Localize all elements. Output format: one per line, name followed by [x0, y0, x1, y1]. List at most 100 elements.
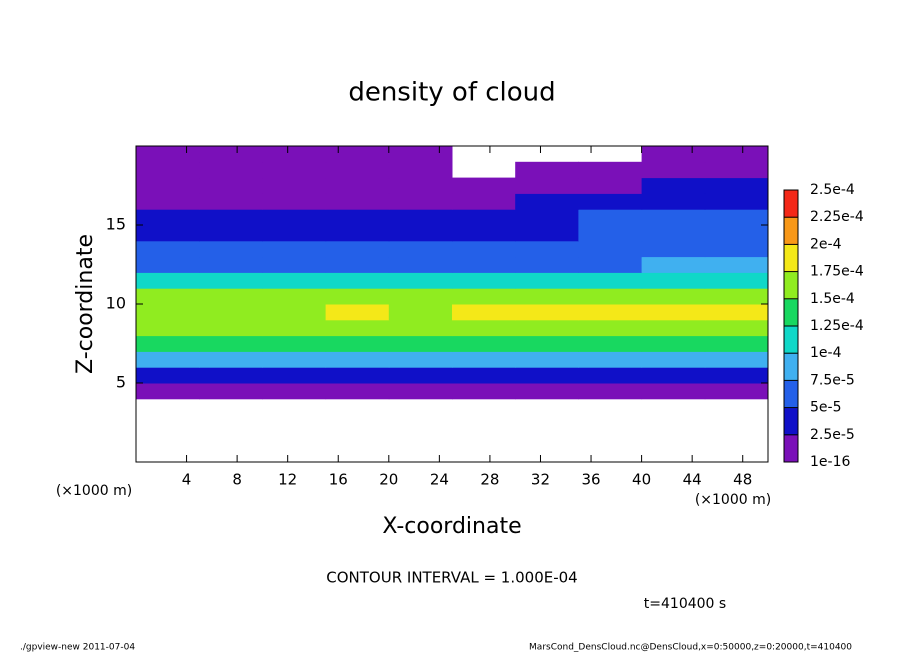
field-cell: [136, 193, 200, 210]
colorbar-label: 1.5e-4: [810, 291, 855, 307]
field-cell: [136, 304, 200, 321]
colorbar-label: 2e-4: [810, 236, 842, 252]
field-cell: [199, 209, 263, 226]
colorbar-band: [783, 379, 799, 409]
field-cell: [704, 209, 769, 226]
field-cell: [325, 383, 390, 400]
colorbar-label: 5e-5: [810, 400, 841, 416]
colorbar-label: 1e-4: [810, 345, 842, 361]
colorbar-band: [783, 216, 799, 245]
colorbar-band: [783, 352, 799, 381]
field-cell: [578, 161, 643, 179]
field-cell: [641, 288, 706, 305]
field-cell: [325, 225, 390, 242]
field-cell: [199, 146, 263, 163]
field-cell: [452, 272, 516, 289]
field-cell: [578, 193, 643, 210]
field-cell: [578, 272, 643, 289]
field-cell: [199, 304, 263, 321]
field-cell: [578, 209, 643, 226]
x-unit: (×1000 m): [56, 483, 132, 499]
field-cell: [136, 319, 200, 337]
field-cell: [641, 335, 706, 352]
field-cell: [199, 319, 263, 337]
field-cell: [452, 335, 516, 352]
field-cell: [262, 319, 327, 337]
field-cell: [136, 256, 200, 273]
field-cell: [325, 335, 390, 352]
footer-left: ./gpview-new 2011-07-04: [20, 643, 135, 653]
field-cell: [388, 177, 453, 194]
field-cell: [578, 367, 643, 384]
field-cell: [452, 256, 516, 273]
field-cell: [136, 288, 200, 305]
field-cell: [515, 193, 579, 210]
field-cell: [388, 193, 453, 210]
field-cell: [515, 225, 579, 242]
field-cell: [641, 319, 706, 337]
field-cell: [515, 335, 579, 352]
field-cell: [452, 383, 516, 400]
colorbar-label: 2.5e-4: [810, 182, 855, 198]
field-cell: [136, 146, 200, 163]
field-cell: [388, 256, 453, 273]
field-cell: [578, 225, 643, 242]
field-cell: [199, 383, 263, 400]
field-cell: [641, 146, 706, 163]
field-cell: [136, 240, 200, 258]
y-tick-label: 15: [106, 215, 126, 234]
field-cell: [704, 288, 769, 305]
field-cell: [262, 335, 327, 352]
field-cell: [262, 304, 327, 321]
axes: 4 8 12 16 20 24 28 32 36 40 44 48510151e-162.5e-55e…: [106, 145, 864, 489]
field-cell: [262, 272, 327, 289]
field-cell: [136, 367, 200, 384]
colorbar-band: [783, 298, 799, 327]
field-cell: [388, 161, 453, 179]
field-cell: [704, 225, 769, 242]
chart-title: density of cloud: [348, 78, 555, 108]
field-cell: [388, 288, 453, 305]
y-axis-label: Z-coordinate: [73, 234, 98, 374]
field-cell: [325, 193, 390, 210]
field-cell: [641, 240, 706, 258]
field-cell: [388, 225, 453, 242]
field-cell: [515, 161, 579, 179]
field-cell: [515, 351, 579, 368]
field-cell: [452, 304, 516, 321]
field-cell: [262, 209, 327, 226]
field-cell: [388, 319, 453, 337]
field-cell: [578, 288, 643, 305]
field-cell: [388, 351, 453, 368]
x-tick-label: 24: [430, 471, 449, 489]
field-cell: [452, 319, 516, 337]
field-cell: [578, 177, 643, 194]
x-axis-label: X-coordinate: [382, 514, 521, 539]
field-cell: [388, 367, 453, 384]
x-tick-label: 8: [232, 471, 242, 489]
colorbar-label: 1e-16: [810, 454, 850, 470]
field-cell: [262, 240, 327, 258]
field-cell: [136, 272, 200, 289]
field-cell: [452, 193, 516, 210]
field-cell: [388, 383, 453, 400]
field-cell: [704, 146, 769, 163]
field-cell: [578, 335, 643, 352]
field-cell: [578, 351, 643, 368]
field-cell: [325, 288, 390, 305]
field-cell: [641, 193, 706, 210]
field-cell: [325, 146, 390, 163]
field-cell: [325, 319, 390, 337]
field-cell: [262, 146, 327, 163]
field-cell: [199, 351, 263, 368]
field-cell: [262, 161, 327, 179]
field-cell: [388, 272, 453, 289]
field-cell: [704, 319, 769, 337]
colorbar-unit: (×1000 m): [695, 492, 771, 508]
field-cell: [199, 161, 263, 179]
colorbar-band: [783, 325, 799, 354]
colorbar-label: 2.25e-4: [810, 209, 864, 225]
footer-right: MarsCond_DensCloud.nc@DensCloud,x=0:5000…: [529, 643, 852, 653]
field-cell: [325, 256, 390, 273]
